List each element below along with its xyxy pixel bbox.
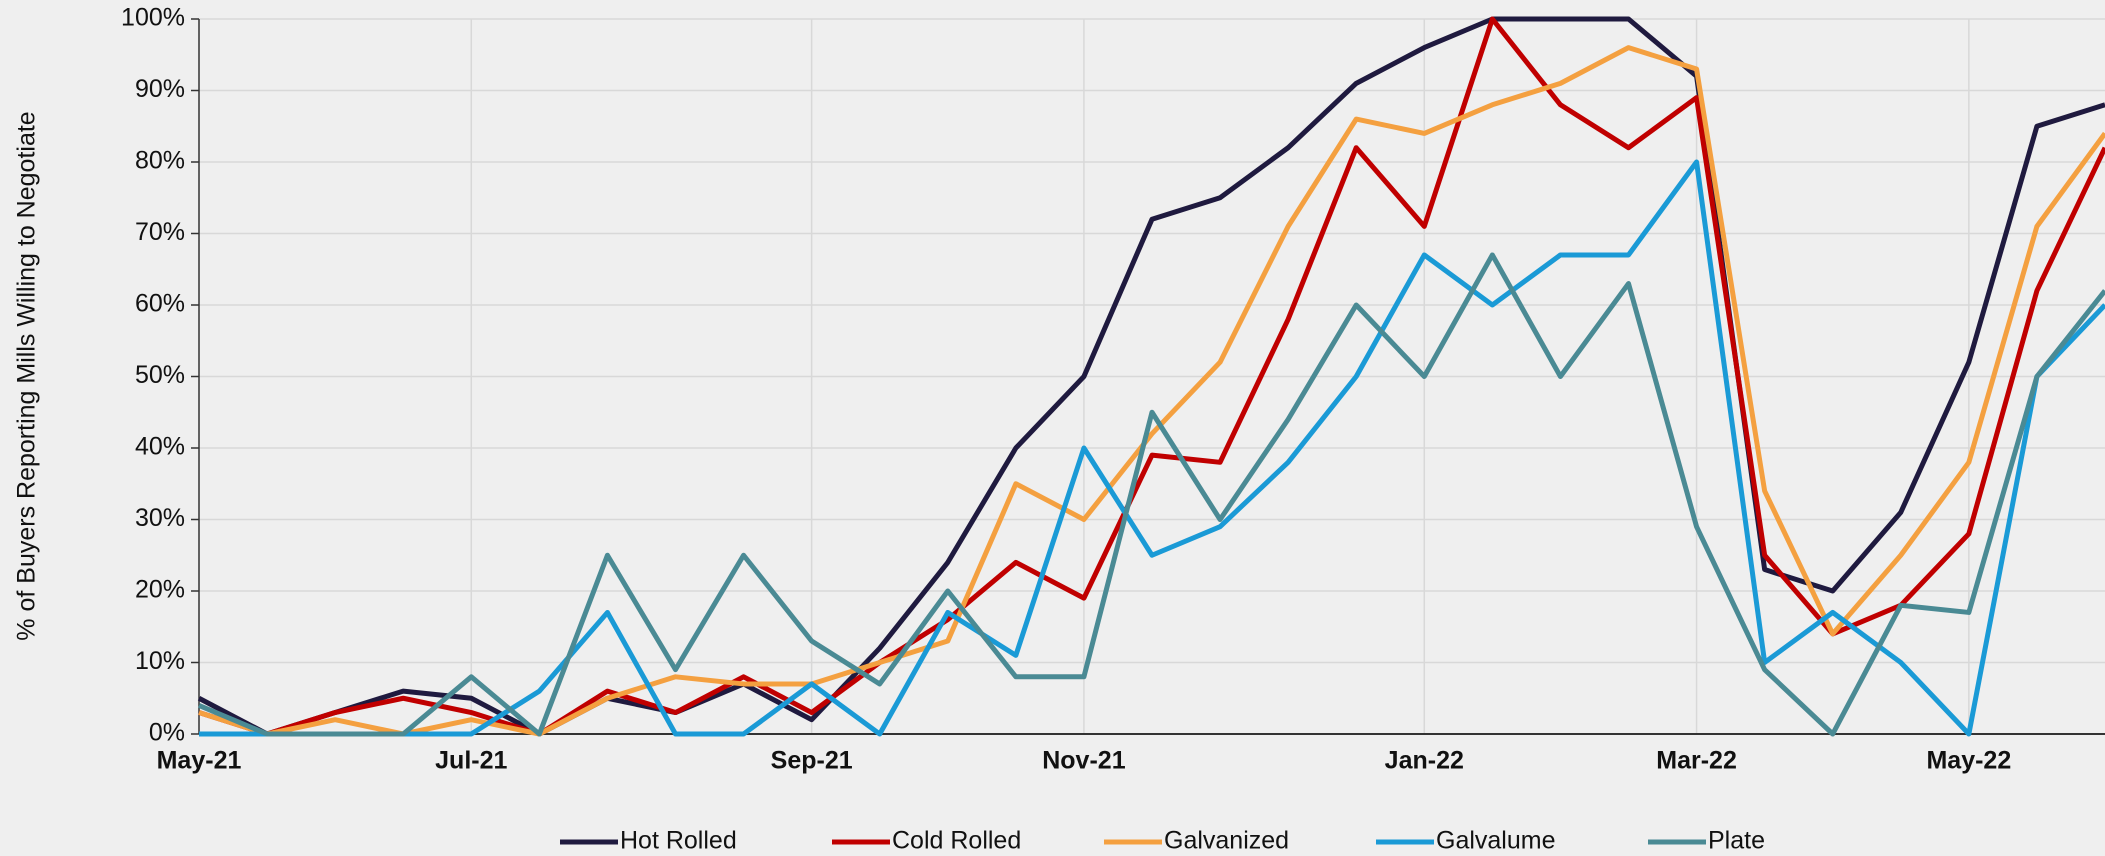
series-line bbox=[198, 45, 2105, 737]
y-tick-label: 50% bbox=[135, 361, 185, 389]
series-line bbox=[199, 159, 2105, 737]
y-tick-label: 10% bbox=[135, 647, 185, 675]
x-tick-label: Jan-22 bbox=[1385, 747, 1464, 775]
x-tick-label: Mar-22 bbox=[1656, 747, 1737, 775]
y-tick-label: 90% bbox=[135, 75, 185, 103]
legend-label: Hot Rolled bbox=[620, 827, 737, 855]
x-tick-label: May-22 bbox=[1926, 747, 2011, 775]
legend-label: Galvalume bbox=[1436, 827, 1556, 855]
y-tick-label: 20% bbox=[135, 576, 185, 604]
x-tick-label: May-21 bbox=[157, 747, 242, 775]
y-tick-label: 30% bbox=[135, 504, 185, 532]
y-axis-label: % of Buyers Reporting Mills Willing to N… bbox=[13, 111, 41, 640]
x-tick-label: Jul-21 bbox=[435, 747, 507, 775]
legend-label: Cold Rolled bbox=[892, 827, 1021, 855]
y-tick-label: 100% bbox=[121, 4, 185, 32]
y-tick-label: 60% bbox=[135, 290, 185, 318]
y-tick-label: 0% bbox=[149, 719, 185, 747]
y-tick-label: 40% bbox=[135, 433, 185, 461]
legend-label: Galvanized bbox=[1164, 827, 1289, 855]
y-tick-label: 80% bbox=[135, 147, 185, 175]
series-line bbox=[197, 16, 2105, 737]
series-line bbox=[198, 252, 2105, 737]
legend-label: Plate bbox=[1708, 827, 1765, 855]
y-tick-label: 70% bbox=[135, 218, 185, 246]
x-tick-label: Nov-21 bbox=[1042, 747, 1125, 775]
x-tick-label: Sep-21 bbox=[771, 747, 853, 775]
